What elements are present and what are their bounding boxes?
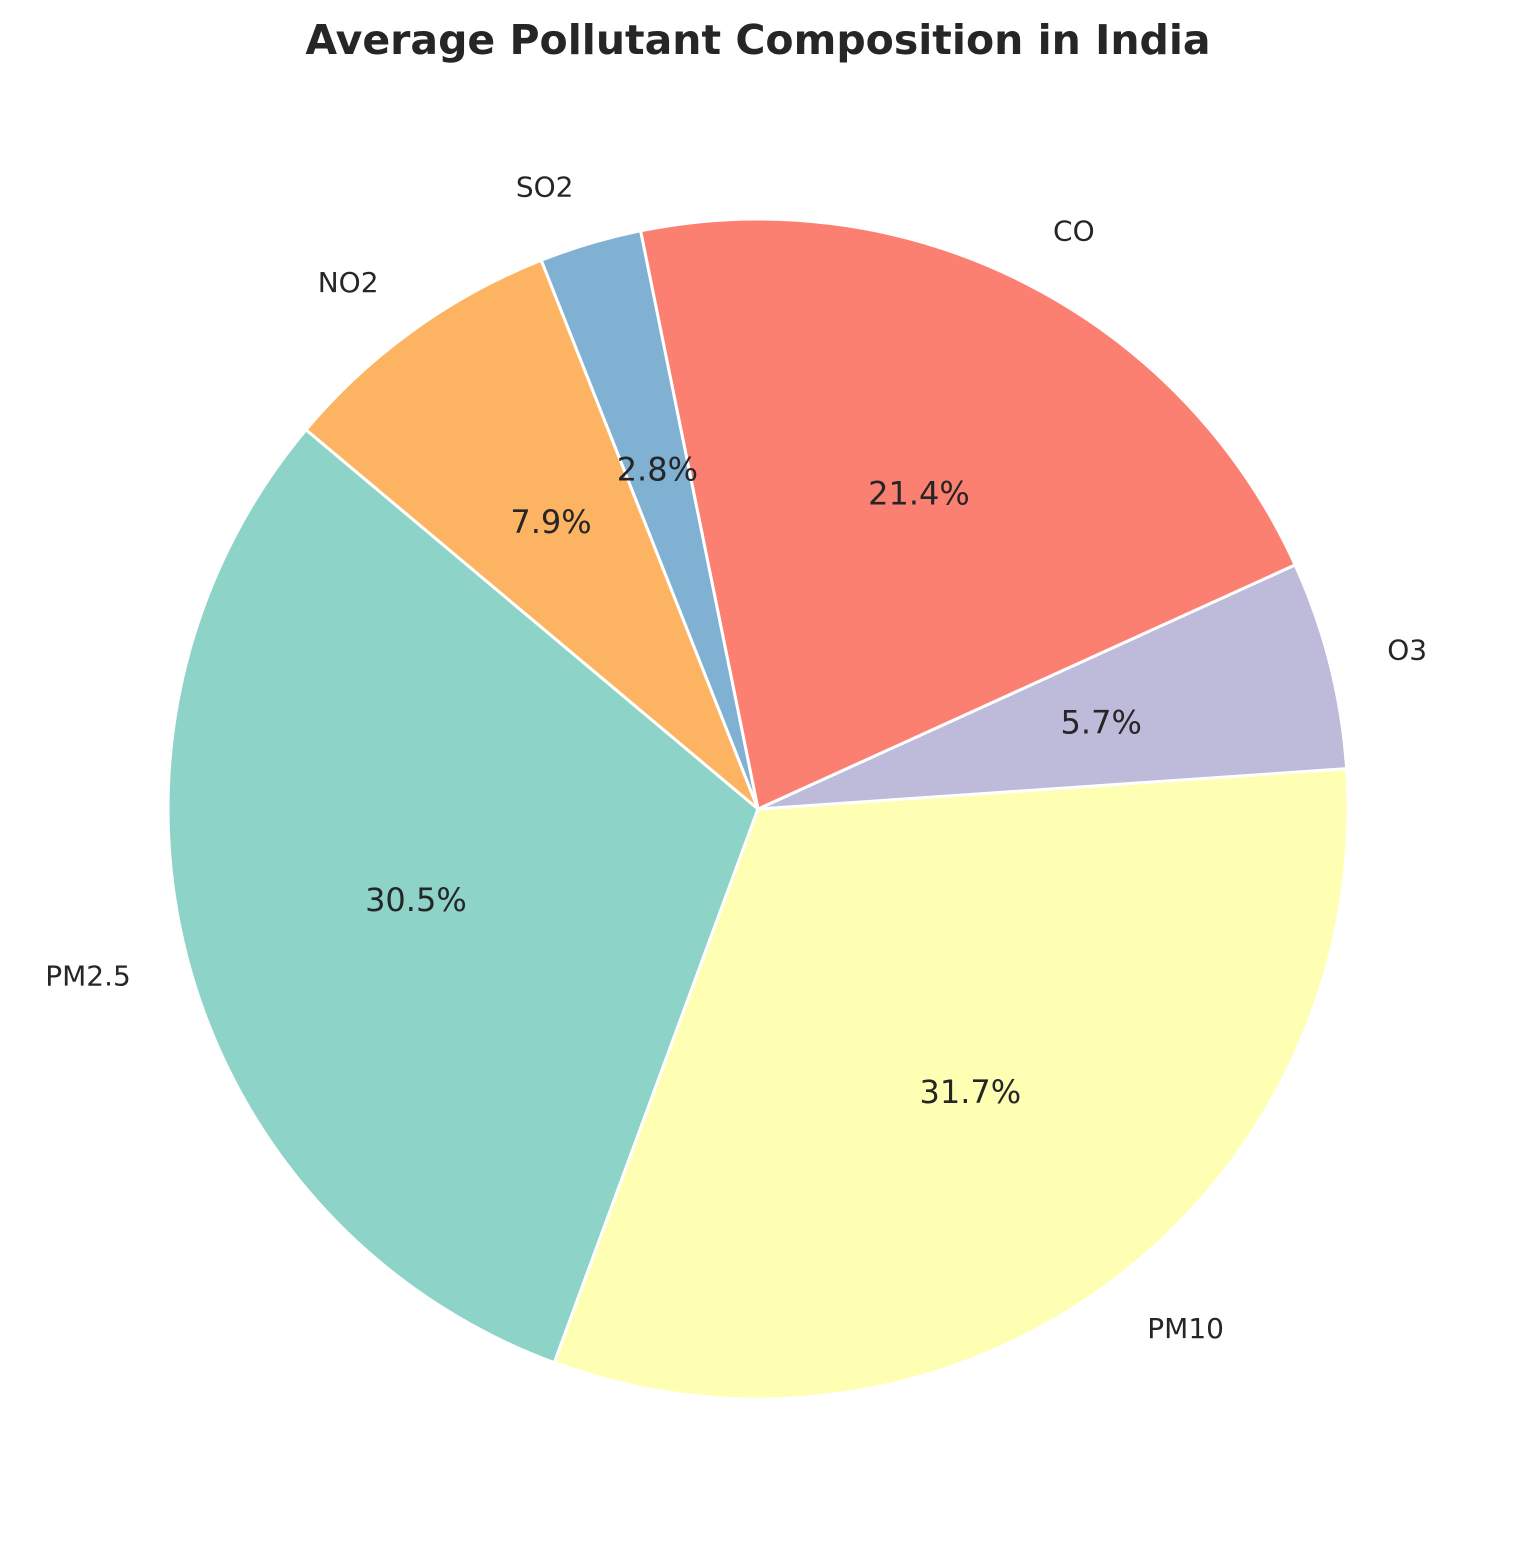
pct-label-so2: 2.8%	[617, 451, 698, 489]
pie-slice-no2	[304, 258, 760, 811]
pct-label-o3: 5.7%	[1061, 703, 1142, 741]
pie-slice-pm10	[552, 767, 1350, 1401]
pie-slice-co	[639, 217, 1297, 811]
pct-label-no2: 7.9%	[510, 503, 591, 541]
pie-slice-o3	[756, 563, 1349, 811]
chart-title: Average Pollutant Composition in India	[305, 16, 1210, 64]
pct-label-co: 21.4%	[868, 475, 970, 513]
slice-label-pm10: PM10	[1147, 1312, 1224, 1345]
slice-label-so2: SO2	[516, 170, 574, 203]
pct-label-pm2-5: 30.5%	[365, 881, 467, 919]
slice-label-no2: NO2	[318, 266, 379, 299]
pie-slice-pm2-5	[166, 428, 760, 1365]
pct-label-pm10: 31.7%	[920, 1073, 1022, 1111]
slice-label-o3: O3	[1387, 634, 1427, 667]
pie-labels: PM2.5 30.5% PM10 31.7% O3 5.7% CO 21.4% SO2 2.8% N…	[45, 170, 1427, 1344]
pie-wedges	[166, 217, 1350, 1401]
slice-label-pm2-5: PM2.5	[45, 959, 131, 992]
slice-label-co: CO	[1053, 214, 1095, 247]
